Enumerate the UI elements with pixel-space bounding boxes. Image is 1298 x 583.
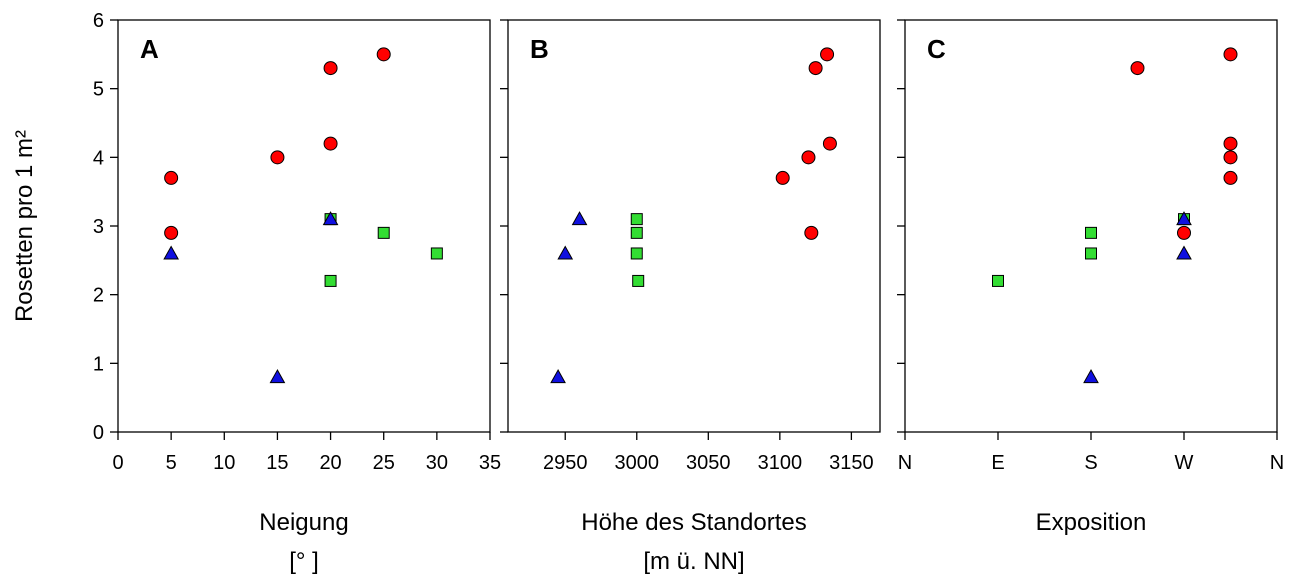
- y-axis-label: Rosetten pro 1 m²: [11, 130, 38, 322]
- x-tick-label: 35: [479, 452, 501, 474]
- data-point-circle: [775, 170, 790, 185]
- x-tick-label: S: [1084, 452, 1097, 474]
- data-point-square: [1085, 247, 1097, 260]
- x-axis-label: Neigung: [259, 509, 348, 536]
- x-axis-label: Höhe des Standortes: [581, 509, 806, 536]
- data-point-circle: [808, 61, 823, 76]
- data-point-triangle: [1083, 369, 1099, 384]
- x-axis-unit: [m ü. NN]: [643, 548, 744, 575]
- data-point-triangle: [571, 211, 588, 226]
- data-point-circle: [1223, 150, 1238, 165]
- y-tick-label: 4: [93, 147, 104, 169]
- data-point-circle: [1130, 61, 1145, 76]
- y-tick-label: 5: [93, 79, 104, 101]
- data-point-circle: [1223, 136, 1238, 151]
- x-tick-label: 25: [373, 452, 395, 474]
- data-point-circle: [822, 136, 837, 151]
- data-point-square: [324, 274, 337, 287]
- data-point-circle: [1177, 225, 1191, 240]
- data-point-square: [630, 226, 643, 239]
- x-axis-unit: [° ]: [289, 548, 319, 575]
- data-point-circle: [164, 225, 179, 240]
- data-point-triangle: [1176, 211, 1192, 226]
- x-tick-label: 0: [112, 452, 123, 474]
- data-point-circle: [1223, 170, 1238, 185]
- x-tick-label: 2950: [543, 452, 588, 474]
- x-tick-label: 3150: [829, 452, 874, 474]
- data-point-circle: [820, 47, 835, 62]
- data-point-square: [632, 274, 645, 287]
- data-point-circle: [1223, 47, 1238, 62]
- data-point-square: [1085, 226, 1097, 239]
- y-tick-label: 0: [93, 422, 104, 444]
- x-tick-label: 20: [319, 452, 341, 474]
- data-point-circle: [804, 225, 819, 240]
- y-tick-label: 6: [93, 10, 104, 32]
- data-point-triangle: [1176, 245, 1192, 260]
- panel-letter-a: A: [140, 34, 159, 64]
- x-tick-label: E: [991, 452, 1004, 474]
- data-point-triangle: [550, 369, 566, 384]
- x-tick-label: 3050: [686, 452, 731, 474]
- y-tick-label: 1: [93, 353, 104, 375]
- panel-letter-b: B: [530, 34, 549, 64]
- x-tick-label: 15: [266, 452, 288, 474]
- x-tick-label: N: [898, 452, 912, 474]
- x-tick-label: W: [1175, 452, 1194, 474]
- data-point-square: [630, 247, 643, 260]
- data-point-square: [377, 226, 390, 239]
- data-point-circle: [164, 170, 179, 185]
- y-tick-label: 2: [93, 285, 104, 307]
- panel-frame-a: [117, 19, 491, 433]
- x-tick-label: N: [1270, 452, 1284, 474]
- data-point-square: [630, 213, 643, 226]
- data-point-triangle: [269, 369, 286, 384]
- x-tick-label: 3000: [615, 452, 660, 474]
- data-point-circle: [376, 47, 391, 62]
- data-point-square: [430, 247, 443, 260]
- data-point-circle: [323, 136, 338, 151]
- data-point-circle: [801, 150, 816, 165]
- data-point-triangle: [163, 245, 179, 260]
- x-axis-label: Exposition: [1036, 509, 1147, 536]
- data-point-square: [992, 274, 1004, 287]
- x-tick-label: 30: [426, 452, 448, 474]
- data-point-triangle: [557, 245, 574, 260]
- panel-letter-c: C: [927, 34, 946, 64]
- data-point-circle: [270, 150, 285, 165]
- y-tick-label: 3: [93, 216, 104, 238]
- data-point-triangle: [322, 211, 339, 226]
- data-point-circle: [323, 61, 338, 76]
- x-tick-label: 5: [166, 452, 177, 474]
- panel-frame-b: [507, 19, 881, 433]
- x-tick-label: 3100: [758, 452, 803, 474]
- x-tick-label: 10: [213, 452, 235, 474]
